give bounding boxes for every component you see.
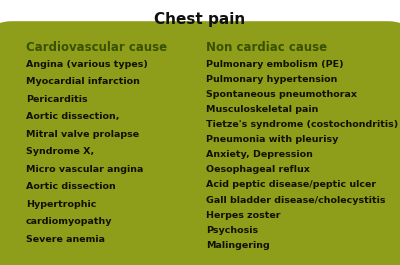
Text: Psychosis: Psychosis	[206, 226, 258, 235]
Text: Syndrome X,: Syndrome X,	[26, 147, 94, 156]
Text: Anxiety, Depression: Anxiety, Depression	[206, 150, 313, 159]
Text: cardiomyopathy: cardiomyopathy	[26, 217, 112, 226]
Text: Aortic dissection: Aortic dissection	[26, 182, 116, 191]
Text: Myocardial infarction: Myocardial infarction	[26, 77, 140, 86]
Text: Cardiovascular cause: Cardiovascular cause	[26, 41, 167, 54]
Text: Musculoskeletal pain: Musculoskeletal pain	[206, 105, 318, 114]
Text: Pulmonary embolism (PE): Pulmonary embolism (PE)	[206, 60, 344, 69]
Text: Chest pain: Chest pain	[154, 12, 246, 27]
Text: Tietze's syndrome (costochondritis): Tietze's syndrome (costochondritis)	[206, 120, 398, 129]
Text: Oesophageal reflux: Oesophageal reflux	[206, 165, 310, 174]
Text: Severe anemia: Severe anemia	[26, 235, 105, 244]
Text: Micro vascular angina: Micro vascular angina	[26, 165, 143, 174]
Text: Angina (various types): Angina (various types)	[26, 60, 148, 69]
Text: Malingering: Malingering	[206, 241, 270, 250]
Text: Pneumonia with pleurisy: Pneumonia with pleurisy	[206, 135, 338, 144]
Text: Herpes zoster: Herpes zoster	[206, 211, 280, 220]
Text: Mitral valve prolapse: Mitral valve prolapse	[26, 130, 139, 139]
Text: Aortic dissection,: Aortic dissection,	[26, 112, 120, 121]
Text: Pulmonary hypertension: Pulmonary hypertension	[206, 75, 337, 84]
Text: Gall bladder disease/cholecystitis: Gall bladder disease/cholecystitis	[206, 196, 386, 205]
Text: Hypertrophic: Hypertrophic	[26, 200, 96, 209]
Text: Acid peptic disease/peptic ulcer: Acid peptic disease/peptic ulcer	[206, 180, 376, 189]
Text: Non cardiac cause: Non cardiac cause	[206, 41, 327, 54]
FancyBboxPatch shape	[0, 21, 400, 265]
Text: Pericarditis: Pericarditis	[26, 95, 88, 104]
Text: Spontaneous pneumothorax: Spontaneous pneumothorax	[206, 90, 357, 99]
